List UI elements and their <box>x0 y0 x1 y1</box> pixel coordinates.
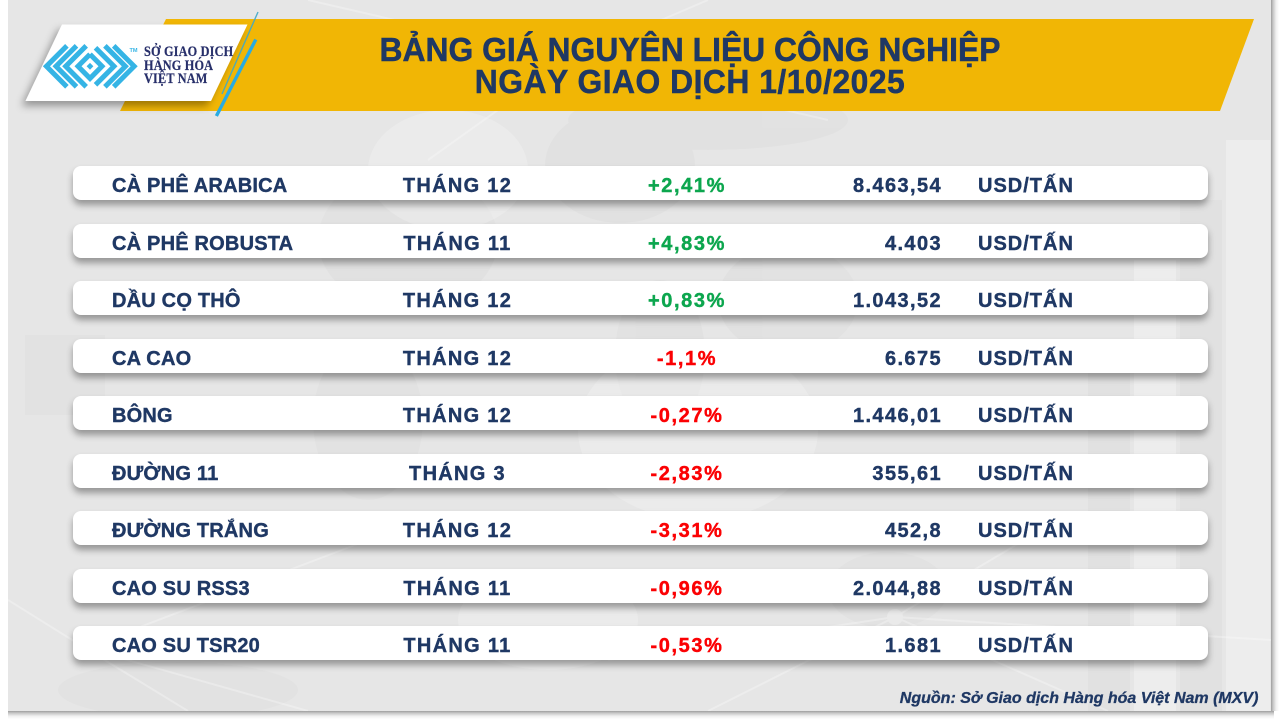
svg-text:TM: TM <box>130 48 138 54</box>
